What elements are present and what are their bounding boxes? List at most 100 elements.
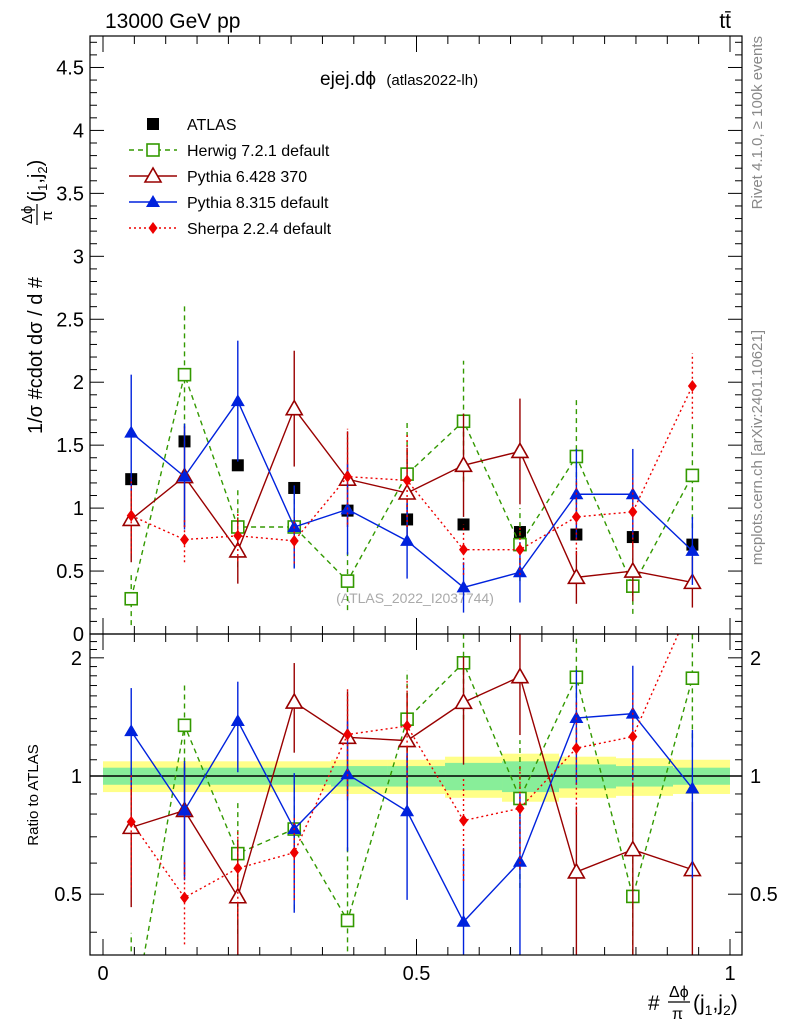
- main-series-group: [121, 302, 702, 626]
- series-2-ratio-point: [454, 692, 473, 710]
- series-3-ratio-point: [625, 706, 640, 719]
- series-0-point: [231, 459, 244, 472]
- series-3-ratio-point: [177, 803, 192, 816]
- legend-label: Sherpa 2.2.4 default: [187, 221, 332, 238]
- series-layer: [121, 302, 702, 955]
- legend-entry: Pythia 8.315 default: [129, 195, 329, 212]
- legend-label: Pythia 8.315 default: [187, 195, 329, 212]
- series-3-point: [124, 425, 139, 438]
- series-2-point: [510, 441, 530, 459]
- x-axis-label-b1: (j: [693, 992, 705, 1015]
- ratio-y-tick-label: 2: [71, 648, 82, 670]
- y-axis-label-den: π: [39, 211, 56, 221]
- series-2-ratio-point: [623, 840, 643, 857]
- series-4-ratio-point: [459, 814, 469, 827]
- legend-entry: Pythia 6.428 370: [129, 166, 307, 186]
- rivet-label: Rivet 4.1.0, ≥ 100k events: [749, 36, 766, 209]
- series-3-point: [287, 519, 302, 532]
- series-3-ratio: [124, 665, 700, 955]
- analysis-watermark: (ATLAS_2022_I2037744): [336, 590, 494, 606]
- ratio-y-tick-label-right: 2: [750, 648, 761, 670]
- x-axis-label-b: (j1,j2): [693, 992, 738, 1018]
- series-4-ratio-point: [343, 728, 353, 741]
- legend-entry: Herwig 7.2.1 default: [129, 143, 330, 160]
- main-y-tick-label: 1.5: [56, 435, 84, 457]
- x-axis-label-c: ,j: [712, 992, 723, 1015]
- main-y-tick-label: 4: [73, 120, 84, 142]
- series-2-point: [454, 455, 473, 473]
- y-axis-label-a: 1/σ #cdot dσ / d #: [25, 276, 47, 434]
- series-4-point: [126, 509, 136, 522]
- series-4-ratio-point: [289, 846, 299, 859]
- series-4-point: [233, 529, 243, 542]
- x-tick-label: 0.5: [403, 963, 431, 985]
- ratio-y-tick-label: 0.5: [54, 884, 82, 906]
- y-axis-label-b: (j1,j2): [25, 160, 50, 202]
- series-1-point: [340, 574, 355, 588]
- legend-marker: [146, 195, 160, 207]
- series-3-ratio-point: [400, 804, 415, 817]
- series-3-point: [400, 533, 415, 546]
- x-axis-label: # Δϕ π (j1,j2): [648, 984, 738, 1023]
- series-4-ratio-point: [571, 742, 581, 755]
- main-y-tick-label: 0.5: [56, 561, 84, 583]
- legend-marker: [143, 166, 163, 183]
- series-3-ratio-point: [287, 822, 302, 835]
- ratio-series-group: [121, 634, 702, 955]
- y-axis-label-c: ,j: [25, 174, 47, 184]
- process-label: tt̄: [719, 10, 731, 33]
- series-3-point: [512, 565, 527, 578]
- series-4-ratio-point: [233, 862, 243, 875]
- series-1-line: [130, 372, 693, 599]
- series-3-ratio-point: [512, 854, 527, 867]
- legend-label: Pythia 6.428 370: [187, 169, 307, 186]
- energy-label: 13000 GeV pp: [105, 10, 240, 33]
- series-2-point: [623, 561, 643, 578]
- series-4-ratio-point: [180, 891, 190, 904]
- series-1-point: [177, 367, 192, 382]
- series-1-ratio-point: [340, 913, 355, 928]
- series-1-point: [124, 591, 139, 606]
- series-4-ratio-point: [628, 730, 638, 743]
- series-3-point: [177, 469, 192, 482]
- x-axis-label-num: Δϕ: [669, 984, 689, 1001]
- mcplots-label: mcplots.cern.ch [arXiv:2401.10621]: [749, 330, 766, 565]
- x-tick-label: 0: [97, 963, 108, 985]
- legend-label: ATLAS: [187, 117, 237, 134]
- series-3-ratio-point: [230, 714, 245, 727]
- y-axis-label-sub1: 1: [35, 184, 50, 191]
- series-2-point: [567, 567, 586, 585]
- x-axis-label-a: #: [648, 992, 660, 1015]
- x-tick-label: 1: [724, 963, 735, 985]
- series-3-point: [456, 580, 471, 593]
- chart-subtitle: (atlas2022-lh): [386, 72, 478, 89]
- series-4-ratio-point: [515, 802, 525, 815]
- series-3-ratio-point: [569, 711, 584, 724]
- main-y-tick-label: 4.5: [56, 57, 84, 79]
- series-4-point: [571, 510, 581, 523]
- series-4-point: [687, 379, 697, 392]
- y-axis-label-sub2: 2: [35, 166, 50, 173]
- x-axis-label-den: π: [672, 1006, 683, 1023]
- series-4-point: [459, 543, 469, 556]
- series-2-point: [284, 399, 304, 416]
- main-y-tick-label: 3.5: [56, 183, 84, 205]
- series-4-point: [402, 474, 412, 487]
- y-axis-label-b1: (j: [25, 191, 47, 202]
- series-3-ratio-point: [685, 781, 700, 794]
- series-3-point: [685, 543, 700, 556]
- main-y-tick-label: 2.5: [56, 309, 84, 331]
- series-4-main: [126, 353, 697, 575]
- main-y-tick-label: 1: [73, 498, 84, 520]
- series-4-ratio-point: [402, 720, 412, 733]
- ratio-y-axis-label: Ratio to ATLAS: [25, 744, 42, 845]
- chart-title-main: ejej.dϕ: [320, 69, 376, 90]
- series-3-ratio-point: [456, 914, 471, 927]
- main-y-tick-label: 3: [73, 246, 84, 268]
- series-3-ratio-point: [340, 767, 355, 780]
- x-axis-label-sub2: 2: [723, 1002, 731, 1018]
- series-4-point: [180, 533, 190, 546]
- y-axis-label: 1/σ #cdot dσ / d # Δϕ π (j1,j2): [19, 160, 56, 434]
- series-2-ratio-point: [567, 862, 586, 879]
